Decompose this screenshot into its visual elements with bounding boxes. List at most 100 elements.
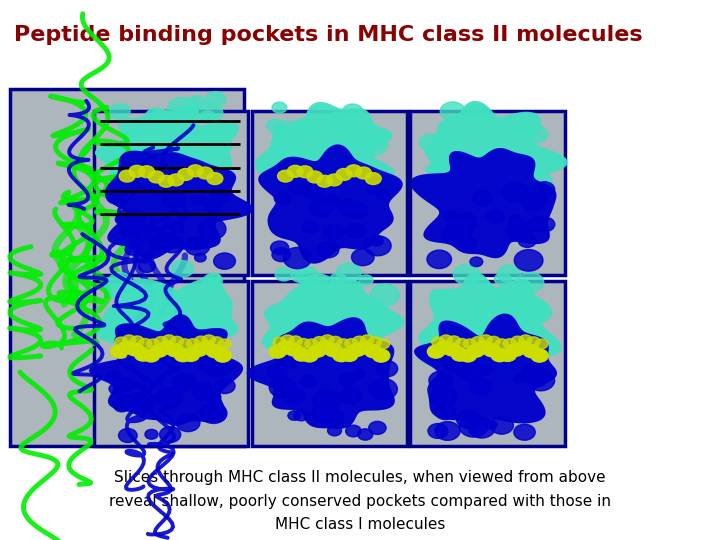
Circle shape: [174, 153, 204, 176]
Circle shape: [328, 426, 341, 436]
Circle shape: [163, 335, 176, 345]
Circle shape: [503, 292, 534, 315]
Circle shape: [468, 303, 490, 319]
Circle shape: [131, 336, 144, 346]
Circle shape: [275, 268, 293, 281]
Circle shape: [473, 191, 492, 205]
Circle shape: [454, 265, 480, 285]
Circle shape: [129, 165, 145, 177]
Circle shape: [317, 336, 337, 351]
Circle shape: [139, 339, 152, 348]
Circle shape: [187, 165, 203, 177]
Circle shape: [283, 247, 312, 269]
Circle shape: [171, 222, 183, 232]
Bar: [252, 281, 407, 446]
Text: MHC class I molecules: MHC class I molecules: [275, 517, 445, 532]
Circle shape: [125, 244, 140, 255]
Circle shape: [348, 204, 368, 219]
Circle shape: [518, 234, 536, 247]
Polygon shape: [261, 273, 405, 388]
Circle shape: [511, 336, 524, 346]
Circle shape: [134, 336, 158, 354]
Circle shape: [528, 303, 552, 322]
Circle shape: [369, 379, 397, 400]
Circle shape: [338, 199, 361, 216]
Circle shape: [430, 387, 457, 408]
Circle shape: [478, 158, 508, 180]
Circle shape: [521, 171, 552, 194]
Circle shape: [346, 165, 361, 177]
Circle shape: [448, 336, 461, 346]
Circle shape: [321, 330, 345, 348]
Circle shape: [302, 221, 319, 233]
Circle shape: [337, 339, 350, 348]
Circle shape: [289, 336, 302, 346]
Circle shape: [178, 168, 194, 180]
Circle shape: [492, 312, 522, 334]
Circle shape: [136, 286, 158, 302]
Circle shape: [497, 287, 523, 306]
Circle shape: [330, 273, 346, 285]
Circle shape: [122, 289, 138, 300]
Circle shape: [321, 335, 334, 345]
Polygon shape: [96, 278, 238, 387]
Circle shape: [339, 387, 361, 404]
Circle shape: [158, 176, 174, 187]
Circle shape: [526, 168, 539, 178]
Circle shape: [317, 341, 334, 354]
Circle shape: [514, 249, 543, 271]
Circle shape: [376, 361, 397, 377]
Circle shape: [317, 241, 339, 258]
Circle shape: [144, 300, 174, 322]
Circle shape: [317, 176, 333, 187]
Circle shape: [469, 378, 492, 395]
Polygon shape: [418, 272, 562, 387]
Circle shape: [445, 133, 457, 142]
Circle shape: [176, 414, 200, 431]
Circle shape: [346, 425, 361, 437]
Circle shape: [129, 329, 157, 349]
Circle shape: [371, 284, 400, 306]
Circle shape: [267, 364, 287, 379]
Circle shape: [272, 102, 287, 113]
Circle shape: [150, 344, 168, 357]
Circle shape: [288, 411, 300, 420]
Circle shape: [301, 349, 318, 362]
Circle shape: [495, 339, 508, 348]
Circle shape: [294, 410, 309, 421]
Circle shape: [496, 300, 516, 315]
Circle shape: [475, 341, 492, 354]
Circle shape: [431, 337, 444, 347]
Circle shape: [114, 337, 127, 347]
Circle shape: [345, 162, 369, 180]
Circle shape: [443, 211, 457, 222]
Circle shape: [514, 424, 535, 440]
Circle shape: [456, 339, 469, 348]
Circle shape: [442, 352, 470, 372]
Circle shape: [421, 174, 444, 191]
Circle shape: [287, 165, 303, 177]
Circle shape: [534, 182, 554, 197]
Circle shape: [171, 336, 184, 346]
Circle shape: [351, 343, 374, 360]
Circle shape: [148, 110, 173, 129]
Circle shape: [313, 201, 325, 211]
Circle shape: [483, 288, 497, 298]
Circle shape: [480, 335, 492, 345]
Circle shape: [204, 200, 222, 213]
Circle shape: [293, 348, 310, 361]
Circle shape: [503, 339, 516, 348]
Circle shape: [168, 174, 184, 186]
Circle shape: [297, 120, 312, 131]
Circle shape: [129, 286, 143, 296]
Circle shape: [361, 335, 374, 345]
Circle shape: [356, 167, 372, 179]
Circle shape: [357, 132, 388, 156]
Circle shape: [158, 341, 176, 354]
Circle shape: [160, 427, 181, 443]
Circle shape: [521, 192, 546, 211]
Circle shape: [190, 343, 207, 356]
Circle shape: [266, 119, 284, 132]
Circle shape: [119, 341, 136, 354]
Circle shape: [127, 343, 144, 356]
